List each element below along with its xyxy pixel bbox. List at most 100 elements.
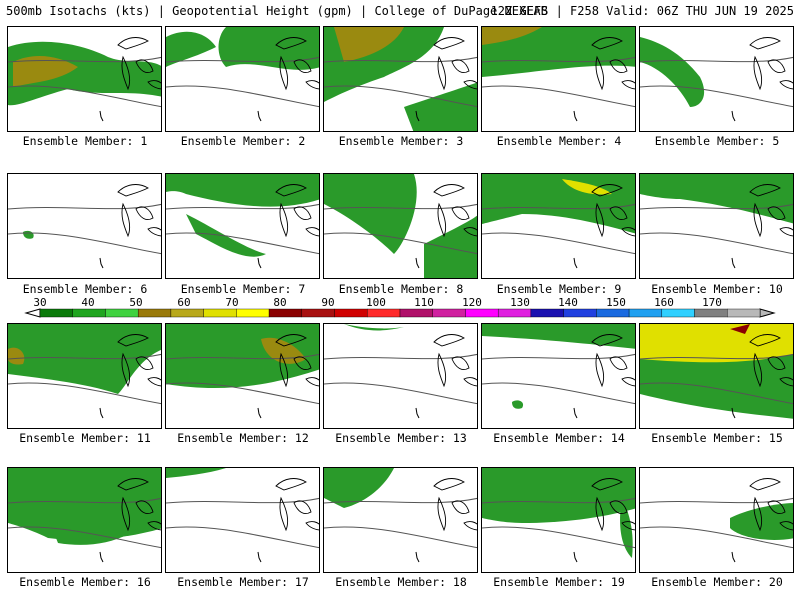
great-lakes-outline: [275, 334, 319, 388]
map-canvas: [8, 468, 161, 563]
ensemble-member-label: Ensemble Member: 11: [19, 431, 151, 445]
ensemble-map-17: [165, 467, 320, 573]
height-contour: [8, 56, 161, 63]
ensemble-member-label: Ensemble Member: 7: [180, 282, 306, 296]
colorbar-tick-label: 100: [366, 296, 386, 309]
colorbar-tick-label: 120: [462, 296, 482, 309]
ensemble-map-13: [323, 323, 478, 429]
wind-speed-shading: [8, 347, 25, 365]
ensemble-member-label: Ensemble Member: 13: [335, 431, 467, 445]
wind-speed-shading: [48, 516, 138, 545]
ensemble-map-15: [639, 323, 794, 429]
colorbar-swatch: [39, 308, 73, 318]
wind-speed-shading: [640, 37, 705, 107]
great-lakes-outline: [117, 184, 161, 238]
colorbar-swatch: [563, 308, 597, 318]
map-title: 500mb Isotachs (kts) | Geopotential Heig…: [6, 4, 548, 18]
great-lakes-outline: [117, 478, 161, 532]
height-contour: [482, 353, 635, 360]
wind-speed-shading: [166, 468, 226, 478]
coastline-mark: [731, 407, 736, 419]
wind-speed-shading: [23, 230, 34, 239]
wind-speed-shading: [166, 31, 216, 67]
height-contour: [166, 353, 319, 360]
great-lakes-outline: [433, 184, 477, 238]
wind-speed-shading: [562, 179, 612, 195]
colorbar-tick-label: 130: [510, 296, 530, 309]
coastline-mark: [99, 110, 104, 122]
colorbar-tick-label: 50: [129, 296, 142, 309]
ensemble-member-label: Ensemble Member: 17: [177, 575, 309, 589]
map-canvas: [166, 174, 319, 269]
map-canvas: [482, 174, 635, 269]
height-contour: [8, 497, 161, 504]
colorbar-swatch: [596, 308, 630, 318]
ensemble-member-label: Ensemble Member: 9: [496, 282, 622, 296]
wind-speed-shading: [218, 27, 319, 70]
colorbar-tick-label: 110: [414, 296, 434, 309]
colorbar-swatch: [203, 308, 237, 318]
map-canvas: [8, 184, 161, 269]
ensemble-map-18: [323, 467, 478, 573]
height-contour: [482, 203, 635, 210]
great-lakes-outline: [591, 184, 635, 238]
great-lakes-outline: [591, 478, 635, 532]
height-contour: [8, 85, 161, 108]
great-lakes-outline: [749, 478, 793, 532]
colorbar-min-arrow: [24, 308, 41, 318]
wind-speed-shading: [512, 400, 524, 409]
height-contour: [8, 203, 161, 210]
coastline-mark: [731, 257, 736, 269]
great-lakes-outline: [275, 184, 319, 238]
coastline-mark: [99, 257, 104, 269]
coastline-mark: [257, 407, 262, 419]
ensemble-map-12: [165, 323, 320, 429]
height-contour: [640, 232, 793, 255]
colorbar-swatch: [727, 308, 761, 318]
colorbar-tick-label: 80: [273, 296, 286, 309]
height-contour: [324, 85, 477, 108]
ensemble-member-label: Ensemble Member: 3: [338, 134, 464, 148]
ensemble-member-label: Ensemble Member: 20: [651, 575, 783, 589]
colorbar-swatch: [137, 308, 172, 318]
height-contour: [166, 497, 319, 504]
coastline-mark: [415, 110, 420, 122]
colorbar-swatch: [301, 308, 335, 318]
ensemble-member-label: Ensemble Member: 6: [22, 282, 148, 296]
great-lakes-outline: [275, 478, 319, 532]
colorbar-swatch: [465, 308, 499, 318]
ensemble-map-7: [165, 173, 320, 279]
colorbar-swatch: [367, 308, 401, 318]
wind-speed-shading: [730, 324, 750, 334]
great-lakes-outline: [749, 37, 793, 91]
colorbar-swatch: [432, 308, 466, 318]
map-canvas: [8, 324, 161, 419]
coastline-mark: [731, 110, 736, 122]
height-contour: [640, 85, 793, 108]
ensemble-map-6: [7, 173, 162, 279]
colorbar-tick-label: 70: [225, 296, 238, 309]
height-contour: [640, 353, 793, 360]
colorbar-swatch: [334, 308, 368, 318]
coastline-mark: [257, 551, 262, 563]
run-valid-time: 12Z GEFS | F258 Valid: 06Z THU JUN 19 20…: [490, 4, 794, 18]
ensemble-member-label: Ensemble Member: 4: [496, 134, 622, 148]
height-contour: [324, 232, 477, 255]
map-canvas: [166, 468, 319, 563]
ensemble-map-1: [7, 26, 162, 132]
ensemble-map-4: [481, 26, 636, 132]
wind-speed-shading: [640, 174, 793, 224]
wind-speed-shading: [482, 174, 635, 234]
height-contour: [8, 353, 161, 360]
colorbar-swatch: [661, 308, 695, 318]
coastline-mark: [573, 110, 578, 122]
ensemble-map-10: [639, 173, 794, 279]
coastline-mark: [573, 551, 578, 563]
coastline-mark: [573, 407, 578, 419]
map-canvas: [640, 174, 793, 269]
map-canvas: [640, 478, 793, 563]
wind-speed-shading: [8, 324, 161, 394]
wind-speed-shading: [424, 215, 477, 278]
ensemble-member-label: Ensemble Member: 8: [338, 282, 464, 296]
height-contour: [324, 56, 477, 63]
